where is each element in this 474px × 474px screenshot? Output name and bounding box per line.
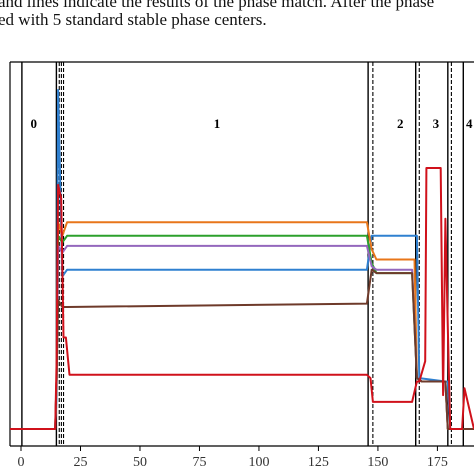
phase-label-3: 3: [433, 116, 440, 131]
axes-frame: [9, 61, 474, 447]
phase-labels: 0 1 2 3 4: [31, 116, 473, 131]
x-tick-label-5: 125: [308, 455, 329, 470]
x-tick-label-7: 175: [427, 455, 448, 470]
series-line-5: [10, 167, 474, 430]
phase-label-2: 2: [397, 116, 404, 131]
x-tick-label-3: 75: [192, 455, 206, 470]
x-tick-label-6: 150: [367, 455, 388, 470]
x-axis-ticks: 0 25 50 75 100 125 150 175: [18, 446, 448, 470]
series-line-1: [10, 221, 474, 430]
series-line-2: [10, 234, 474, 430]
phase-label-4: 4: [466, 116, 473, 131]
x-tick-label-4: 100: [248, 455, 269, 470]
series-lines: [10, 89, 474, 430]
series-line-4: [10, 268, 474, 430]
caption-line-1: and lines indicate the results of the ph…: [0, 0, 435, 11]
caption-line-2: ed with 5 standard stable phase centers.: [0, 10, 267, 29]
x-tick-label-0: 0: [18, 455, 25, 470]
phase-label-0: 0: [31, 116, 38, 131]
x-tick-label-1: 25: [73, 455, 87, 470]
x-tick-label-2: 50: [133, 455, 147, 470]
phase-label-1: 1: [214, 116, 221, 131]
